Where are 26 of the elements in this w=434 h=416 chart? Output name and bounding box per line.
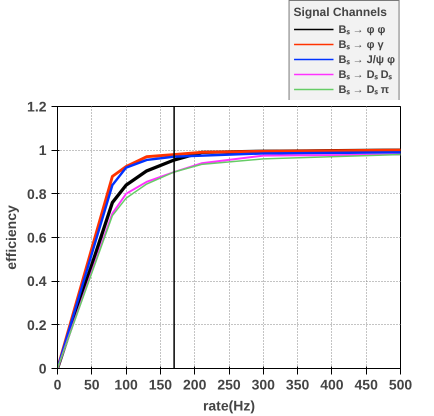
x-axis-title: rate(Hz) bbox=[202, 398, 256, 414]
x-tick-label: 100 bbox=[114, 376, 138, 392]
legend-label: Bₛ → Dₛ π bbox=[338, 83, 390, 96]
x-tick-label: 150 bbox=[148, 376, 172, 392]
y-tick-label: 0.2 bbox=[27, 316, 47, 333]
legend-label: Bₛ → J/ψ φ bbox=[338, 53, 395, 66]
legend-label: Bₛ → φ φ bbox=[338, 23, 386, 36]
x-tick-label: 350 bbox=[286, 376, 310, 392]
y-tick-label: 0.4 bbox=[27, 273, 47, 290]
y-tick-label: 0.6 bbox=[27, 230, 47, 246]
legend-title: Signal Channels bbox=[294, 5, 388, 19]
x-tick-label: 400 bbox=[320, 376, 344, 392]
x-tick-label: 300 bbox=[252, 376, 276, 392]
y-tick-label: 1.2 bbox=[27, 98, 47, 114]
y-tick-label: 0 bbox=[38, 360, 47, 376]
y-tick-label: 0.8 bbox=[27, 186, 47, 202]
y-tick-label: 1 bbox=[38, 142, 47, 158]
y-axis-title: efficiency bbox=[3, 204, 20, 270]
x-tick-label: 250 bbox=[217, 376, 241, 392]
x-tick-label: 200 bbox=[183, 376, 207, 392]
x-tick-label: 50 bbox=[84, 376, 100, 392]
x-tick-label: 450 bbox=[354, 376, 378, 392]
legend-label: Bₛ → φ γ bbox=[338, 38, 384, 51]
x-tick-label: 0 bbox=[54, 376, 62, 392]
x-tick-label: 500 bbox=[388, 376, 412, 392]
legend-label: Bₛ → Dₛ Dₛ bbox=[338, 68, 392, 81]
